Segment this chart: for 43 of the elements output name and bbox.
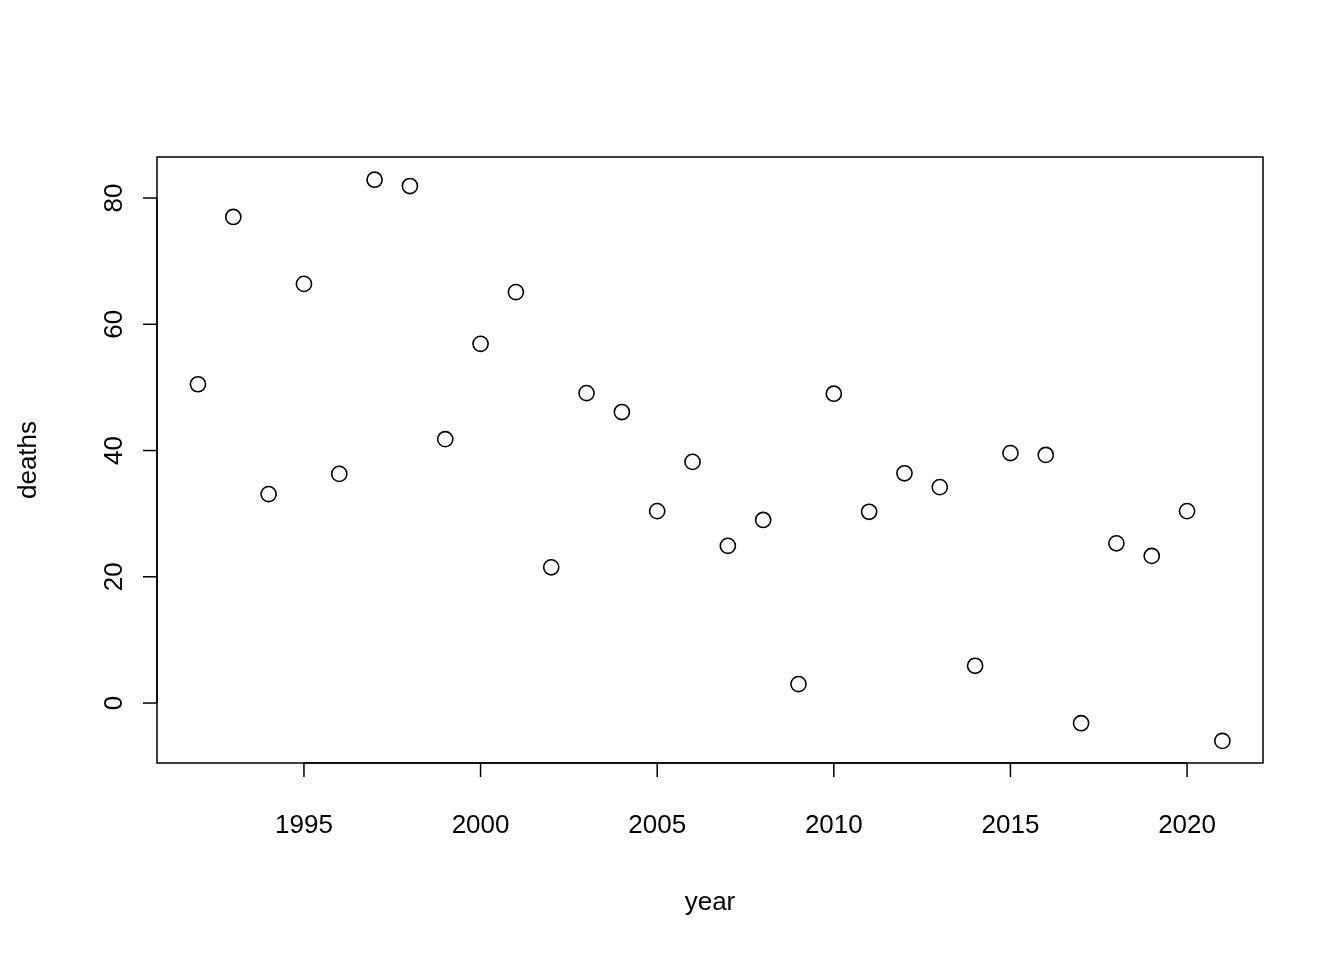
x-tick-label: 1995 bbox=[275, 809, 333, 839]
point bbox=[790, 675, 807, 693]
point bbox=[966, 657, 984, 675]
point bbox=[295, 275, 313, 293]
point bbox=[189, 375, 207, 393]
y-axis-title: deaths bbox=[12, 420, 42, 500]
point bbox=[860, 503, 878, 521]
point bbox=[330, 465, 348, 483]
y-tick-label: 0 bbox=[98, 695, 129, 711]
x-tick-label: 2020 bbox=[1158, 809, 1216, 839]
point bbox=[648, 502, 666, 520]
y-tick-label: 60 bbox=[98, 309, 129, 339]
point bbox=[1108, 534, 1125, 552]
point bbox=[754, 511, 772, 529]
point bbox=[436, 430, 454, 448]
x-axis-title: year bbox=[684, 886, 736, 916]
point bbox=[401, 177, 419, 195]
point bbox=[224, 208, 242, 226]
point bbox=[1037, 446, 1055, 464]
point bbox=[1072, 714, 1090, 732]
point bbox=[896, 464, 913, 482]
point bbox=[507, 283, 525, 301]
point bbox=[719, 537, 737, 555]
y-tick-label: 80 bbox=[98, 183, 129, 213]
point bbox=[825, 385, 843, 403]
point bbox=[1143, 547, 1161, 565]
x-tick-label: 2000 bbox=[451, 809, 510, 839]
point bbox=[1178, 502, 1196, 520]
point bbox=[1214, 732, 1231, 750]
x-tick-label: 2015 bbox=[981, 809, 1040, 839]
point bbox=[613, 403, 631, 421]
x-tick-label: 2010 bbox=[804, 809, 863, 839]
point bbox=[931, 478, 949, 496]
y-tick-label: 20 bbox=[98, 562, 129, 592]
point bbox=[472, 335, 489, 353]
x-tick-label: 2005 bbox=[628, 809, 687, 839]
point bbox=[684, 453, 701, 471]
y-tick-label: 40 bbox=[98, 436, 129, 465]
point bbox=[260, 485, 277, 503]
point bbox=[1002, 444, 1019, 462]
point bbox=[542, 558, 560, 576]
point bbox=[578, 384, 595, 402]
point bbox=[366, 171, 383, 189]
